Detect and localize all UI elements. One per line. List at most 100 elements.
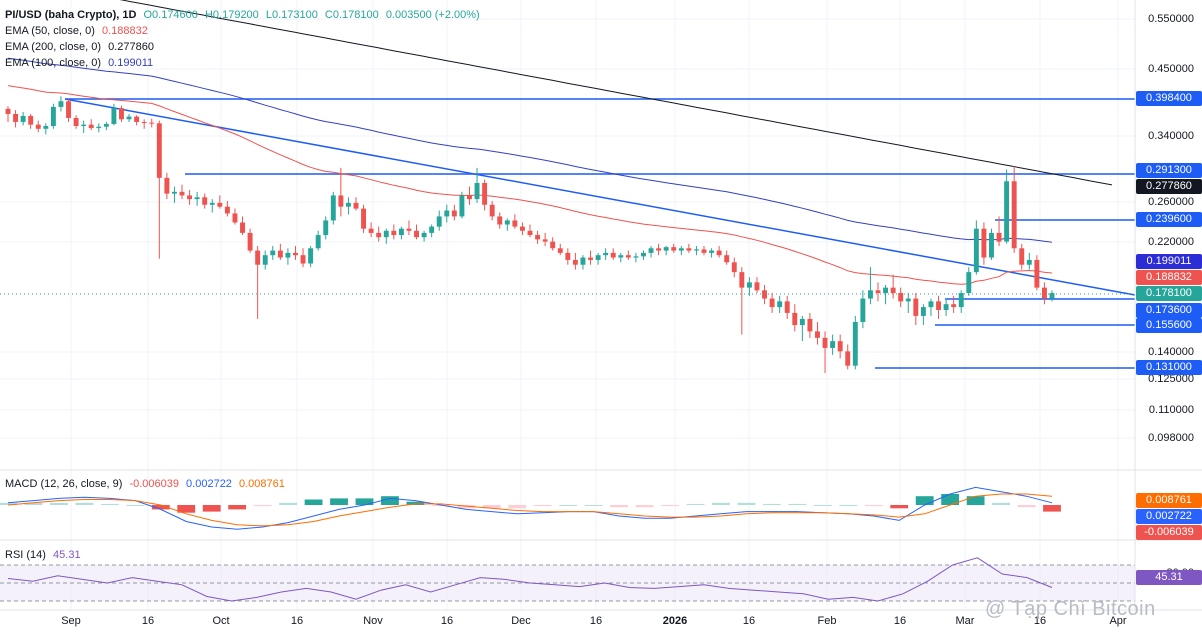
macd-histogram-bar: [50, 502, 68, 505]
level-tag-0155600: 0.155600: [1136, 318, 1202, 333]
level-tag-0239600: 0.239600: [1136, 212, 1202, 227]
candle-body: [398, 228, 404, 236]
candle-body: [5, 108, 11, 114]
ema200-label: EMA (200, close, 0): [5, 41, 101, 53]
candle-body: [255, 250, 261, 265]
candle-body: [1034, 259, 1040, 288]
candle-body: [989, 232, 994, 258]
candle-body: [504, 220, 510, 225]
macd-histogram-bar: [864, 505, 883, 507]
macd-histogram-bar: [253, 505, 272, 507]
macd-histogram-bar: [661, 505, 679, 507]
macd-histogram-bar: [202, 505, 221, 512]
candle-body: [444, 210, 450, 217]
candle-body: [50, 106, 56, 127]
y-tick: 0.340000: [1148, 130, 1194, 142]
candle-body: [277, 250, 283, 258]
candle-body: [202, 197, 208, 205]
candle-body: [656, 248, 662, 251]
macd-line-tag: 0.002722: [1136, 509, 1202, 524]
candle-body: [308, 248, 314, 264]
candle-body: [96, 126, 102, 129]
watermark: @ Tạp Chí Bitcoin: [985, 598, 1156, 620]
candle-body: [542, 239, 548, 242]
candle-body: [822, 337, 828, 348]
symbol-header[interactable]: PI/USD (baha Crypto), 1D O0.174600 H0.17…: [5, 9, 484, 21]
macd-histogram-bar: [813, 505, 832, 506]
y-tick: 0.260000: [1148, 196, 1194, 208]
candle-body: [414, 230, 419, 238]
rsi-legend[interactable]: RSI (14) 45.31: [5, 549, 85, 561]
macd-histogram-bar: [406, 501, 425, 505]
level-tag-0173600: 0.173600: [1136, 303, 1202, 318]
ema50-line: [7, 85, 1053, 285]
candle-body: [345, 202, 351, 207]
rsi-tag: 45.31: [1136, 570, 1202, 585]
candle-body: [958, 293, 964, 308]
macd-histogram-bar: [24, 502, 43, 505]
macd-signal-value: 0.008761: [239, 478, 285, 490]
pane-dividers: [0, 0, 1202, 611]
candle-body: [88, 124, 94, 129]
macd-legend[interactable]: MACD (12, 26, close, 9) -0.006039 0.0027…: [5, 478, 289, 490]
candle-body: [527, 230, 533, 236]
candle-body: [739, 272, 745, 288]
candle-body: [837, 341, 843, 352]
candlestick-series: [5, 96, 1055, 374]
candle-body: [141, 121, 147, 123]
candle-body: [928, 301, 934, 308]
candle-body: [588, 257, 593, 260]
macd-label: MACD (12, 26, close, 9): [5, 478, 123, 490]
macd-pane: [0, 486, 1061, 530]
x-tick: Dec: [511, 615, 531, 627]
macd-histogram-bar: [610, 505, 629, 508]
candle-body: [678, 248, 684, 251]
y-tick: 0.450000: [1148, 63, 1194, 75]
candle-body: [860, 298, 866, 322]
candle-body: [474, 182, 480, 200]
candle-body: [724, 255, 730, 263]
level-tag-0291300: 0.291300: [1136, 163, 1202, 178]
macd-histogram-bar: [762, 503, 781, 505]
x-tick: 16: [742, 615, 756, 627]
rsi-legend-value: 45.31: [53, 549, 81, 561]
macd-hist-tag: -0.006039: [1136, 525, 1202, 540]
candle-body: [323, 220, 329, 236]
candle-body: [731, 262, 737, 273]
candle-body: [777, 301, 783, 308]
macd-signal-tag: 0.008761: [1136, 493, 1202, 508]
ema-lines: [7, 0, 1113, 285]
ema50-tag: 0.188832: [1136, 270, 1202, 285]
ema100-label: EMA (100, close, 0): [5, 57, 101, 69]
macd-histogram-bar: [788, 503, 807, 505]
level-tag-0131000: 0.131000: [1136, 360, 1202, 375]
candle-body: [550, 241, 556, 249]
macd-histogram-bar: [457, 505, 476, 509]
ema200-value: 0.277860: [108, 41, 154, 53]
ema200-tag: 0.277860: [1136, 179, 1202, 194]
ema200-legend[interactable]: EMA (200, close, 0) 0.277860: [5, 41, 158, 53]
candle-body: [35, 124, 41, 129]
candle-body: [693, 249, 699, 251]
macd-histogram-bar: [279, 502, 298, 505]
candle-body: [641, 252, 646, 257]
candle-body: [519, 226, 525, 231]
candle-body: [867, 290, 873, 299]
candle-body: [610, 252, 616, 258]
candle-body: [330, 195, 336, 221]
candle-body: [217, 202, 223, 207]
candle-body: [171, 191, 177, 194]
symbol-title[interactable]: PI/USD (baha Crypto), 1D: [5, 9, 137, 21]
candle-body: [671, 247, 677, 251]
y-tick: 0.110000: [1148, 404, 1194, 416]
level-tag-0398400: 0.398400: [1136, 91, 1202, 106]
macd-histogram-bar: [431, 505, 450, 507]
macd-histogram-bar: [482, 505, 501, 509]
ema50-legend[interactable]: EMA (50, close, 0) 0.188832: [5, 25, 152, 37]
candle-body: [633, 256, 639, 258]
ema100-legend[interactable]: EMA (100, close, 0) 0.199011: [5, 57, 157, 69]
candle-body: [799, 318, 805, 326]
ema200-line: [119, 0, 1113, 186]
candle-body: [459, 195, 465, 217]
